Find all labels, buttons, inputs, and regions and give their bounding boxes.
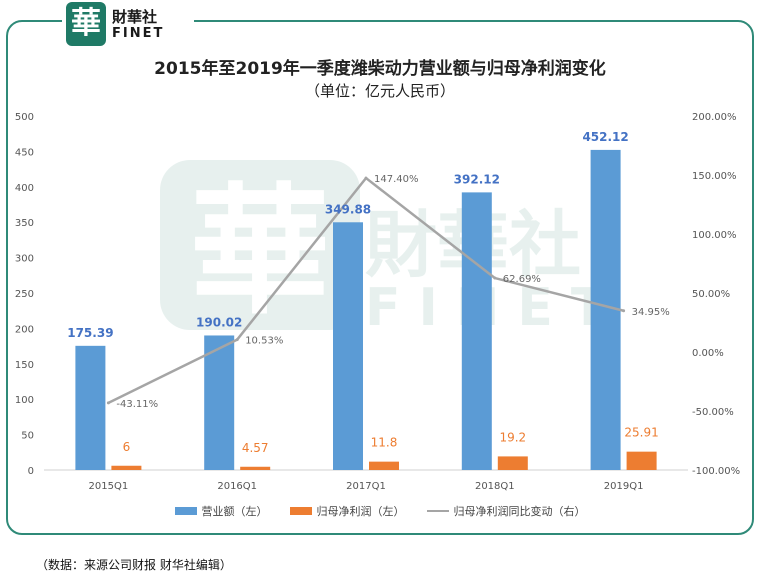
label-revenue: 392.12 — [454, 172, 500, 186]
label-yoy: 147.40% — [374, 174, 419, 185]
bar-net-profit — [497, 456, 528, 470]
y-left-tick-label: 0 — [28, 466, 34, 477]
label-revenue: 452.12 — [582, 130, 628, 144]
source-note: （数据：来源公司财报 财华社编辑） — [36, 558, 232, 572]
y-right-tick-label: -100.00% — [692, 466, 740, 477]
point-yoy — [235, 338, 239, 342]
finet-logo-name-cn: 財華社 — [112, 8, 158, 26]
y-right-tick-label: 100.00% — [692, 230, 737, 241]
bar-net-profit — [240, 466, 271, 470]
bar-net-profit — [626, 451, 657, 470]
point-yoy — [493, 276, 497, 280]
label-yoy: 10.53% — [245, 336, 283, 347]
label-net-profit: 11.8 — [371, 436, 398, 450]
bar-revenue — [204, 335, 235, 470]
x-tick-label: 2016Q1 — [217, 481, 257, 492]
y-left-tick-label: 400 — [15, 183, 34, 194]
point-yoy — [364, 176, 368, 180]
y-left-tick-label: 150 — [15, 360, 34, 371]
finet-logo-name-en: FINET — [112, 26, 165, 41]
label-net-profit: 4.57 — [242, 441, 269, 455]
chart-title: 2015年至2019年一季度潍柴动力营业额与归母净利润变化 — [154, 59, 606, 79]
label-revenue: 190.02 — [196, 315, 242, 329]
y-right-tick-label: -50.00% — [692, 407, 734, 418]
y-left-tick-label: 200 — [15, 324, 34, 335]
legend-item-net-profit: 归母净利润（左） — [289, 503, 405, 519]
label-revenue: 175.39 — [67, 326, 113, 340]
y-left-tick-label: 350 — [15, 218, 34, 229]
legend-label-net-profit: 归母净利润（左） — [316, 505, 405, 518]
y-right-tick-label: 150.00% — [692, 171, 737, 182]
x-tick-label: 2019Q1 — [604, 481, 644, 492]
legend-swatch-net-profit — [289, 507, 312, 515]
label-net-profit: 19.2 — [499, 430, 526, 444]
y-left-tick-label: 100 — [15, 395, 34, 406]
watermark: 華 財華社 FINET — [160, 160, 624, 338]
legend: 营业额（左） 归母净利润（左） 归母净利润同比变动（右） — [0, 503, 760, 519]
x-tick-label: 2015Q1 — [89, 481, 129, 492]
bar-net-profit — [369, 461, 399, 470]
bar-net-profit — [111, 465, 142, 470]
chart-frame — [6, 20, 754, 535]
y-left-tick-label: 450 — [15, 147, 34, 158]
bar-revenue — [333, 222, 363, 470]
legend-label-yoy: 归母净利润同比变动（右） — [453, 505, 586, 518]
label-net-profit: 6 — [123, 440, 131, 454]
label-net-profit: 25.91 — [624, 426, 658, 440]
watermark-badge — [160, 160, 360, 330]
y-right-tick-label: 200.00% — [692, 112, 737, 123]
y-left-tick-label: 50 — [21, 431, 34, 442]
legend-item-revenue: 营业额（左） — [174, 503, 268, 519]
finet-logo-badge: 華 — [66, 2, 106, 46]
watermark-name-en: FINET — [365, 278, 624, 338]
legend-swatch-yoy — [426, 510, 449, 512]
x-tick-label: 2018Q1 — [475, 481, 515, 492]
legend-swatch-revenue — [174, 507, 197, 515]
bar-revenue — [461, 192, 492, 471]
y-right-tick-label: 0.00% — [692, 348, 724, 359]
y-left-tick-label: 300 — [15, 254, 34, 265]
bar-revenue — [75, 345, 106, 470]
point-yoy — [622, 309, 626, 313]
legend-label-revenue: 营业额（左） — [201, 505, 268, 518]
y-left-tick-label: 250 — [15, 289, 34, 300]
label-yoy: 62.69% — [503, 274, 541, 285]
point-yoy — [106, 401, 110, 405]
x-tick-label: 2017Q1 — [346, 481, 386, 492]
label-yoy: -43.11% — [116, 399, 158, 410]
label-yoy: 34.95% — [632, 307, 670, 318]
label-revenue: 349.88 — [325, 202, 371, 216]
legend-item-yoy: 归母净利润同比变动（右） — [426, 503, 586, 519]
chart-subtitle: （单位：亿元人民币） — [304, 82, 455, 100]
y-left-tick-label: 500 — [15, 112, 34, 123]
finet-logo: 華 財華社 FINET — [62, 0, 194, 50]
y-right-tick-label: 50.00% — [692, 289, 730, 300]
